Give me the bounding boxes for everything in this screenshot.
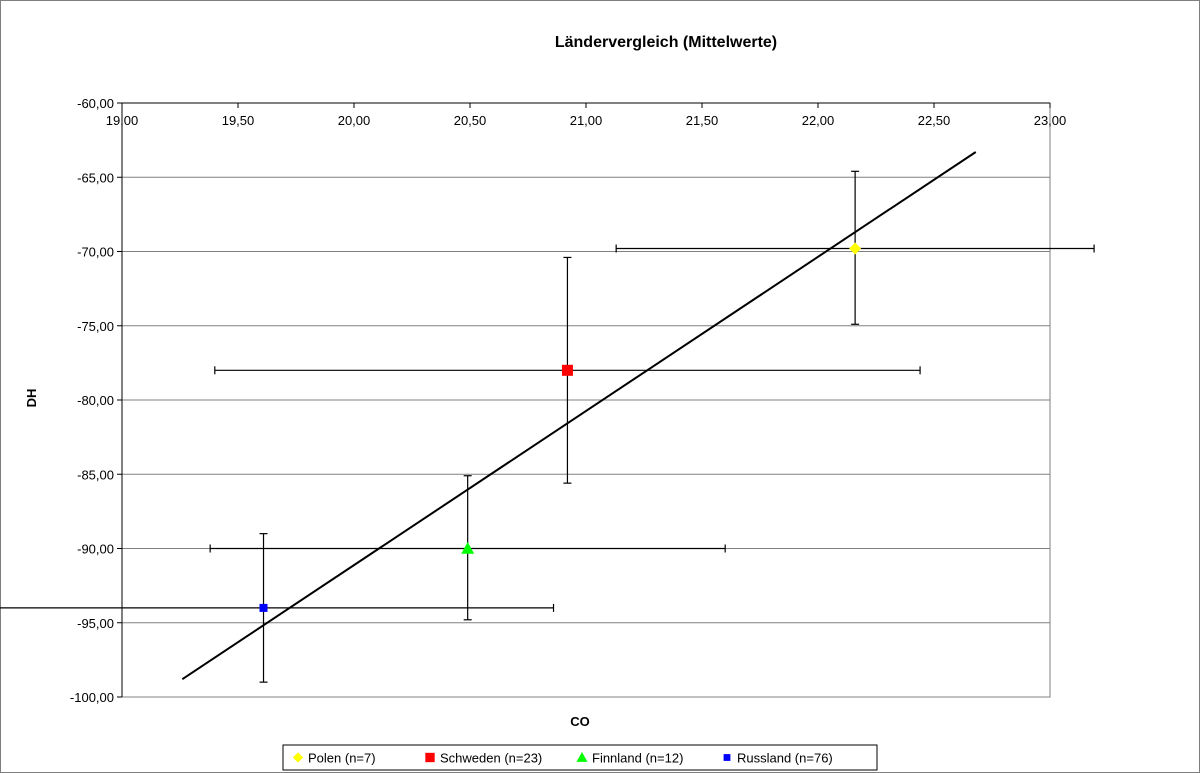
legend-label: Polen (n=7) (308, 751, 376, 766)
y-tick-label: -100,00 (70, 690, 114, 705)
x-tick-label: 20,50 (454, 113, 487, 128)
legend-label: Schweden (n=23) (440, 751, 542, 766)
plot-area: -60,00 -65,00 -70,00 -75,00 -80,00 -85,00 -90,… (0, 96, 1095, 705)
legend: Polen (n=7) Schweden (n=23) Finnland (n=12… (282, 744, 878, 771)
x-tick-label: 23,00 (1034, 113, 1067, 128)
y-axis-title: DH (24, 389, 39, 408)
x-tick-label: 20,00 (338, 113, 371, 128)
x-tick-label: 21,00 (570, 113, 603, 128)
x-axis-title: CO (570, 714, 590, 729)
data-point (461, 542, 475, 554)
x-tick-label: 22,50 (918, 113, 951, 128)
y-tick-label: -75,00 (77, 319, 114, 334)
y-tick-label: -85,00 (77, 467, 114, 482)
legend-marker (292, 752, 304, 763)
y-tick-label: -95,00 (77, 616, 114, 631)
x-tick-label: 22,00 (802, 113, 835, 128)
chart-title: Ländervergleich (Mittelwerte) (555, 34, 777, 51)
y-tick-label: -60,00 (77, 96, 114, 111)
legend-marker (425, 752, 435, 763)
x-tick-label: 21,50 (686, 113, 719, 128)
legend-label: Russland (n=76) (737, 751, 833, 766)
legend-marker (723, 754, 731, 761)
y-tick-label: -65,00 (77, 170, 114, 185)
y-tick-label: -80,00 (77, 393, 114, 408)
x-tick-label: 19,50 (222, 113, 255, 128)
data-point (259, 603, 268, 612)
x-tick-label: 19,00 (106, 113, 139, 128)
data-point (561, 364, 573, 376)
trendline (181, 151, 977, 681)
y-tick-label: -90,00 (77, 542, 114, 557)
legend-marker (576, 751, 588, 762)
data-point (849, 242, 862, 255)
legend-label: Finnland (n=12) (592, 751, 683, 766)
y-tick-label: -70,00 (77, 245, 114, 260)
